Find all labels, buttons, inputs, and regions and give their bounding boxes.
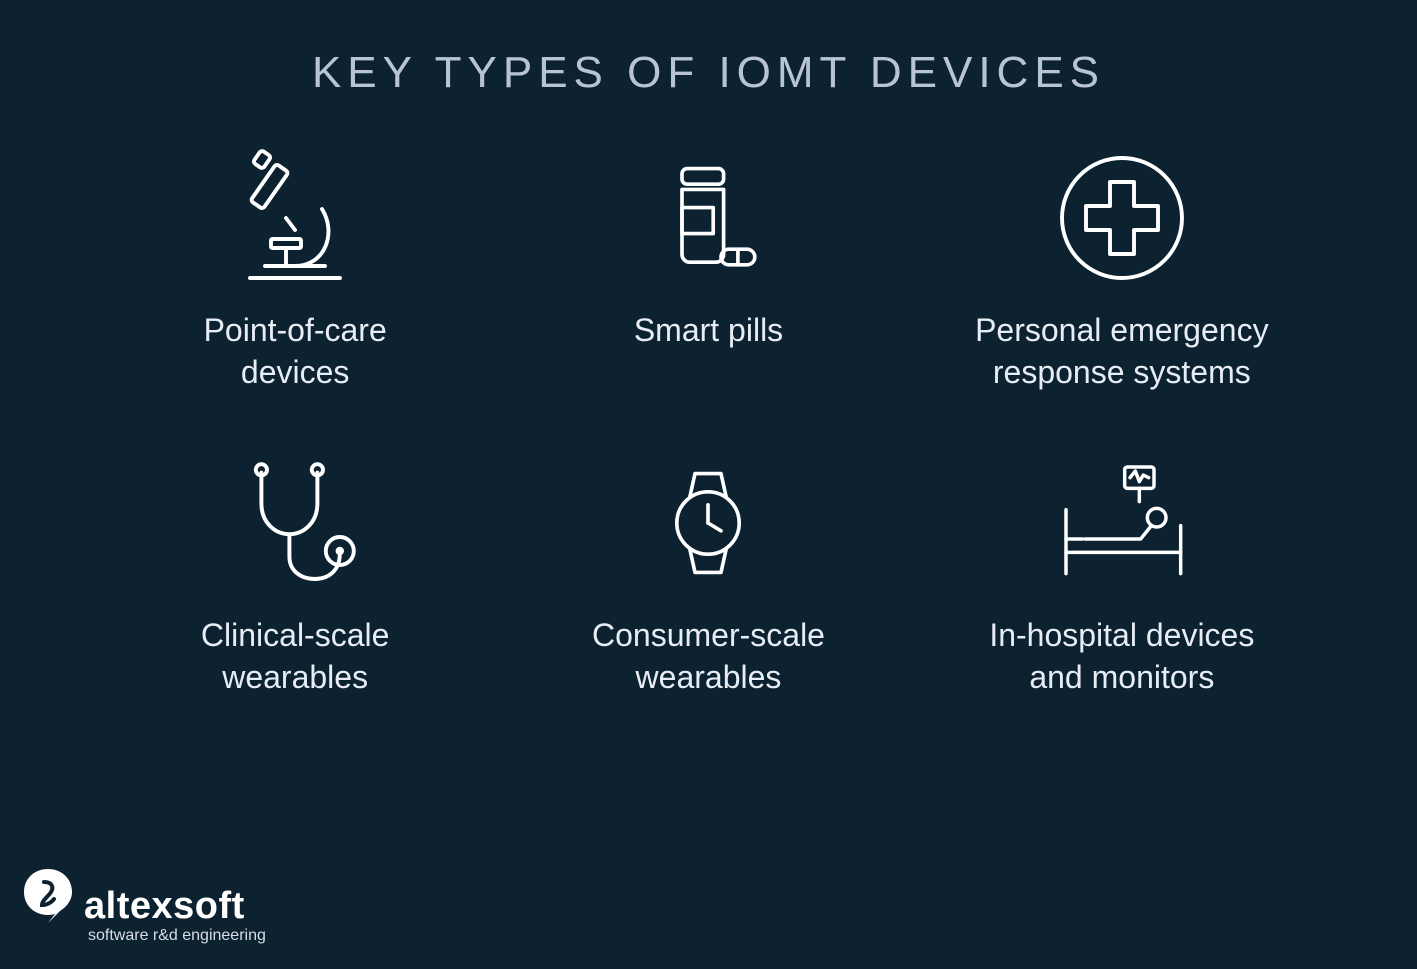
microscope-icon bbox=[220, 138, 370, 298]
stethoscope-icon bbox=[225, 443, 365, 603]
brand-logo: altexsoft software r&d engineering bbox=[18, 865, 266, 945]
cell-in-hospital: In-hospital devices and monitors bbox=[935, 443, 1308, 698]
logo-text: altexsoft bbox=[84, 887, 245, 925]
device-grid: Point-of-care devices Smart pills Person… bbox=[109, 138, 1309, 698]
label-point-of-care: Point-of-care devices bbox=[204, 310, 387, 393]
logo-tagline: software r&d engineering bbox=[88, 927, 266, 945]
watch-icon bbox=[643, 443, 773, 603]
label-consumer-wearables: Consumer-scale wearables bbox=[592, 615, 825, 698]
page-title: KEY TYPES OF IOMT DEVICES bbox=[0, 0, 1417, 98]
cell-smart-pills: Smart pills bbox=[522, 138, 895, 393]
pills-icon bbox=[643, 138, 773, 298]
hospital-bed-icon bbox=[1042, 443, 1202, 603]
cell-emergency: Personal emergency response systems bbox=[935, 138, 1308, 393]
label-emergency: Personal emergency response systems bbox=[975, 310, 1268, 393]
cell-consumer-wearables: Consumer-scale wearables bbox=[522, 443, 895, 698]
logo-mark-icon bbox=[18, 865, 78, 925]
label-clinical-wearables: Clinical-scale wearables bbox=[201, 615, 390, 698]
label-smart-pills: Smart pills bbox=[634, 310, 783, 352]
cell-point-of-care: Point-of-care devices bbox=[109, 138, 482, 393]
medical-cross-icon bbox=[1047, 138, 1197, 298]
label-in-hospital: In-hospital devices and monitors bbox=[989, 615, 1254, 698]
cell-clinical-wearables: Clinical-scale wearables bbox=[109, 443, 482, 698]
